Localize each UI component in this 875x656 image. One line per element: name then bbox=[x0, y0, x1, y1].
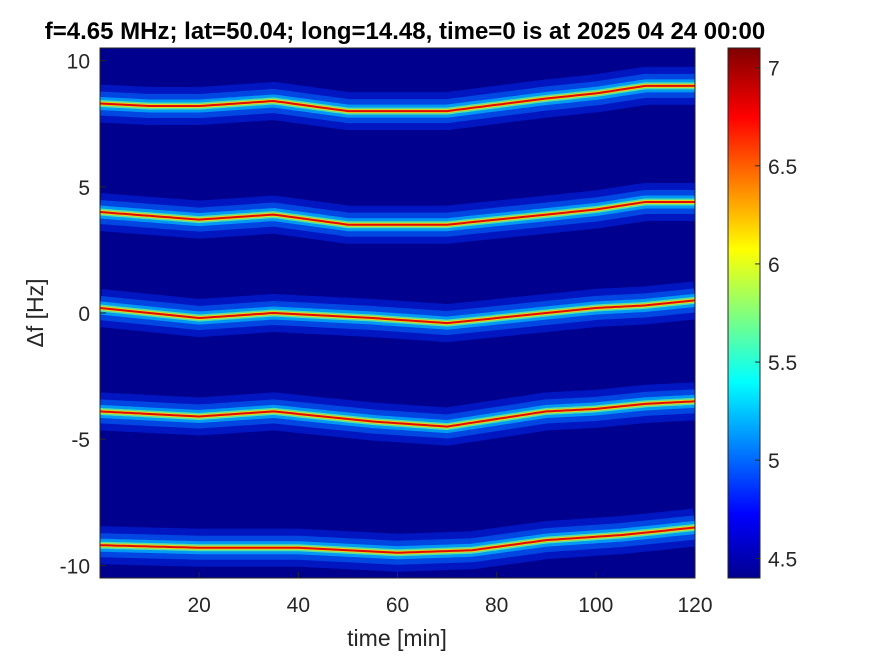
colorbar-tick-label: 5.5 bbox=[768, 352, 797, 375]
x-tick-label: 60 bbox=[386, 594, 409, 617]
colorbar-tick-label: 4.5 bbox=[768, 548, 797, 571]
spectral-band-layer bbox=[100, 84, 695, 113]
spectral-band-layer bbox=[100, 201, 695, 226]
y-tick-label: -5 bbox=[71, 429, 90, 452]
chart-title: f=4.65 MHz; lat=50.04; long=14.48, time=… bbox=[45, 18, 765, 45]
x-tick-label: 80 bbox=[485, 594, 508, 617]
x-axis-ticks: 20 40 60 80 100 120 bbox=[187, 572, 713, 617]
x-axis-label: time [min] bbox=[347, 625, 447, 651]
spectral-band-layer bbox=[100, 299, 695, 325]
colorbar-tick-label: 6.5 bbox=[768, 156, 797, 179]
spectrogram-bands bbox=[100, 66, 695, 572]
colorbar bbox=[728, 48, 760, 578]
y-tick-label: 0 bbox=[78, 303, 90, 326]
y-tick-label: -10 bbox=[60, 555, 90, 578]
x-tick-label: 120 bbox=[677, 594, 712, 617]
y-tick-label: 5 bbox=[78, 177, 90, 200]
colorbar-tick-label: 5 bbox=[768, 450, 780, 473]
plot-frame bbox=[99, 47, 696, 579]
spectral-band-layer bbox=[100, 400, 695, 428]
colorbar-frame bbox=[727, 47, 761, 579]
spectral-band-layer bbox=[100, 526, 695, 554]
spectral-band bbox=[100, 281, 695, 343]
colorbar-ticks: 4.5 5 5.5 6 6.5 7 bbox=[727, 47, 797, 579]
y-axis-label: Δf [Hz] bbox=[22, 278, 48, 347]
spectral-band bbox=[100, 66, 695, 131]
spectral-band bbox=[100, 183, 695, 244]
spectral-band bbox=[100, 382, 695, 446]
x-tick-label: 40 bbox=[287, 594, 310, 617]
y-axis-ticks: 10 5 0 -5 -10 bbox=[60, 51, 106, 578]
y-tick-label: 10 bbox=[67, 51, 90, 74]
x-tick-label: 20 bbox=[187, 594, 210, 617]
x-tick-label: 100 bbox=[578, 594, 613, 617]
spectral-band bbox=[100, 508, 695, 572]
colorbar-tick-label: 7 bbox=[768, 58, 780, 81]
colorbar-tick-label: 6 bbox=[768, 254, 780, 277]
